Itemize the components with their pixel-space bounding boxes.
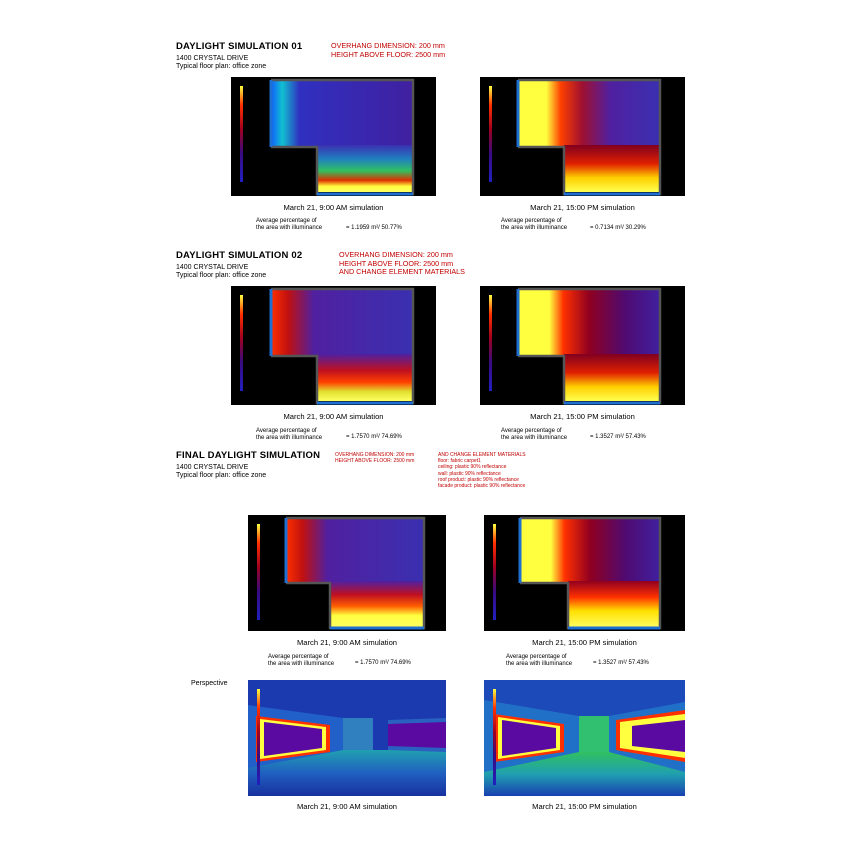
sim01-am-caption: March 21, 9:00 AM simulation [283,203,384,212]
final-pm-stat-label: Average percentage of the area with illum… [506,654,573,667]
sim01-subtitle-address: 1400 CRYSTAL DRIVE [176,55,249,62]
final-material: roof product: plastic 90% reflectance [438,476,519,483]
final-am-stat-label: Average percentage of the area with illum… [268,654,335,667]
final-title: FINAL DAYLIGHT SIMULATION [176,450,321,461]
final-am-heatmap [248,515,446,631]
sim02-am-stat-label: Average percentage of the area with illum… [256,428,323,441]
perspective-pm-render [484,680,685,796]
sim02-subtitle-address: 1400 CRYSTAL DRIVE [176,264,249,271]
sim02-pm-heatmap [480,286,685,405]
sim02-am-caption: March 21, 9:00 AM simulation [283,412,384,421]
final-am-caption: March 21, 9:00 AM simulation [296,638,398,647]
sim01-am-heatmap [231,77,436,196]
final-material: facade product: plastic 90% reflectance [438,483,526,490]
final-material: ceiling: plastic 90% reflectance [438,464,507,471]
sim02-pm-stat-label: Average percentage of the area with illum… [501,428,568,441]
final-pm-stat-value: = 1.3527 m²/ 57.43% [593,660,649,666]
final-subtitle-address: 1400 CRYSTAL DRIVE [176,464,249,471]
sim02-parameters: OVERHANG DIMENSION: 200 mm HEIGHT ABOVE … [339,250,465,277]
final-material: wall: plastic 90% reflectance [438,470,501,477]
final-materials: AND CHANGE ELEMENT MATERIALS floor: fabr… [438,452,526,489]
final-am-stat-value: = 1.7570 m²/ 74.69% [355,660,411,666]
sim02-pm-caption: March 21, 15:00 PM simulation [530,412,635,421]
final-subtitle-zone: Typical floor plan: office zone [176,472,267,479]
sim02-param: OVERHANG DIMENSION: 200 mm [339,250,453,259]
sim02-title: DAYLIGHT SIMULATION 02 [176,250,303,261]
final-pm-heatmap [484,515,685,631]
perspective-am-render [248,680,446,796]
sim01-pm-stat-value: = 0.7134 m²/ 30.29% [590,225,646,231]
perspective-pm-caption: March 21, 15:00 PM simulation [532,802,637,811]
sim01-pm-heatmap [480,77,685,196]
sim01-am-stat-value: = 1.1959 m²/ 50.77% [346,225,402,231]
sim02-am-stat-value: = 1.7570 m²/ 74.69% [346,434,402,440]
sim02-am-heatmap [231,286,436,405]
final-material: floor: fabric carpet1 [438,458,481,465]
sim01-parameters: OVERHANG DIMENSION: 200 mm HEIGHT ABOVE … [331,41,446,59]
final-material: AND CHANGE ELEMENT MATERIALS [438,452,526,458]
sim01-pm-caption: March 21, 15:00 PM simulation [530,203,635,212]
sim02-param: AND CHANGE ELEMENT MATERIALS [339,267,465,277]
perspective-am-caption: March 21, 9:00 AM simulation [296,802,398,811]
final-param: OVERHANG DIMENSION: 200 mm [335,452,415,458]
sim01-am-stat-label: Average percentage of the area with illum… [256,218,323,231]
sim01-pm-stat-label: Average percentage of the area with illum… [501,218,568,231]
sim01-param: OVERHANG DIMENSION: 200 mm [331,41,445,50]
sim01-subtitle-zone: Typical floor plan: office zone [176,63,267,70]
final-param: HEIGHT ABOVE FLOOR: 2500 mm [335,458,415,465]
final-pm-caption: March 21, 15:00 PM simulation [532,638,637,647]
sim01-param: HEIGHT ABOVE FLOOR: 2500 mm [331,49,446,59]
sim01-title: DAYLIGHT SIMULATION 01 [176,41,303,52]
perspective-label: Perspective [191,680,228,687]
final-parameters: OVERHANG DIMENSION: 200 mm HEIGHT ABOVE … [335,452,414,464]
sim02-subtitle-zone: Typical floor plan: office zone [176,272,267,279]
sim02-param: HEIGHT ABOVE FLOOR: 2500 mm [339,258,454,268]
sim02-pm-stat-value: = 1.3527 m²/ 57.43% [590,434,646,440]
